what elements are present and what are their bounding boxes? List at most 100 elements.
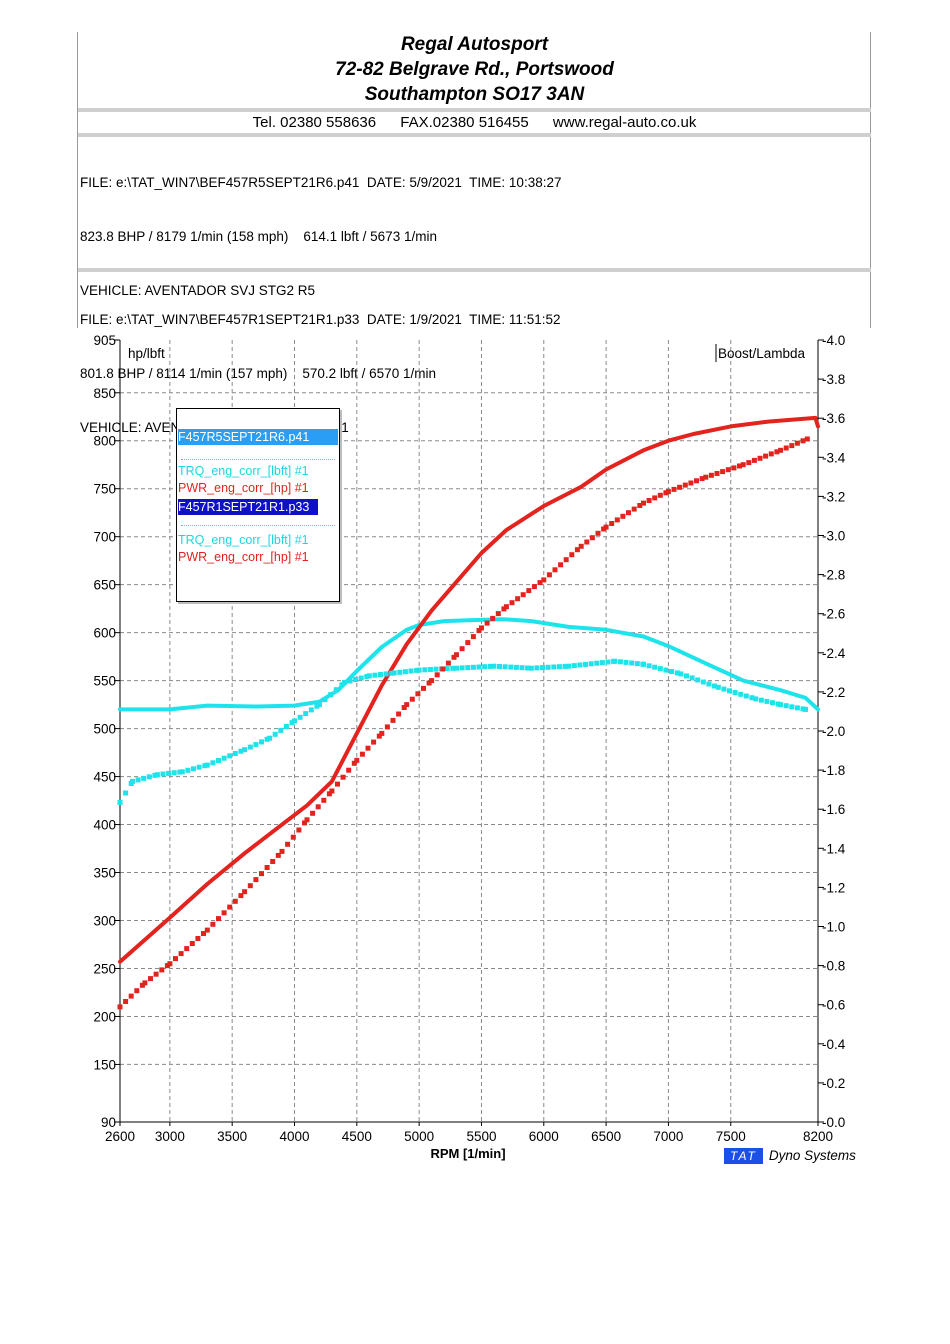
series-torque-run2-point — [583, 661, 588, 667]
series-torque-run2-point — [629, 660, 635, 666]
series-power-run2-point — [270, 859, 276, 864]
series-power-run2-point — [794, 440, 800, 446]
series-torque-run2-point — [267, 735, 273, 741]
series-power-run2-point — [720, 469, 726, 475]
series-torque-run2-point — [476, 664, 482, 670]
y-right-tick-label: -4.0 — [822, 333, 845, 348]
series-torque-run2-point — [721, 686, 727, 692]
y-left-tick-label: 700 — [93, 530, 116, 545]
series-torque-run2-point — [513, 664, 519, 670]
series-power-run2-point — [520, 592, 526, 598]
x-tick-label: 6500 — [591, 1129, 621, 1144]
y-right-tick-label: -3.8 — [822, 372, 845, 387]
series-power-run2-point — [454, 652, 459, 658]
telephone: Tel. 02380 558636 — [252, 114, 377, 131]
series-torque-run2-point — [221, 755, 227, 761]
series-torque-run2-point — [278, 727, 284, 733]
series-power-run2-point — [620, 513, 626, 519]
series-power-run2-point — [346, 767, 352, 773]
series-power-run2-point — [376, 733, 382, 739]
y-left-tick-label: 450 — [93, 770, 116, 785]
series-torque-run2-point — [715, 684, 721, 690]
series-torque-run2-point — [130, 778, 135, 784]
series-power-run2-point — [657, 492, 663, 498]
x-tick-label: 7000 — [653, 1129, 683, 1144]
series-power-run2-point — [637, 503, 643, 508]
series-torque-run2-point — [378, 672, 383, 677]
legend-pwr-run2[interactable]: PWR_eng_corr_[hp] #1 — [178, 550, 309, 564]
series-power-run2-point — [326, 791, 332, 797]
header-left-border — [77, 32, 78, 328]
contact-separator — [78, 133, 871, 137]
series-torque-run2-point — [402, 669, 408, 675]
legend-trq-run1[interactable]: TRQ_eng_corr_[lbft] #1 — [178, 464, 309, 478]
series-power-run2-point — [541, 577, 547, 583]
series-torque-run2-point — [588, 661, 594, 667]
series-torque-run2-point — [706, 681, 712, 687]
series-torque-run2-point — [292, 718, 297, 724]
series-power-run2-point — [279, 848, 285, 854]
series-torque-run2-point — [135, 777, 141, 783]
run1-info: FILE: e:\TAT_WIN7\BEF457R5SEPT21R6.p41 D… — [80, 138, 561, 336]
y-right-tick-label: -0.8 — [822, 959, 845, 974]
series-power-run2-point — [434, 672, 440, 678]
series-power-run2-point — [445, 660, 451, 666]
series-power-run2-point — [531, 584, 537, 590]
series-torque-run2-point — [347, 678, 353, 684]
contact-line: Tel. 02380 558636 FAX.02380 516455 www.r… — [78, 114, 871, 131]
series-power-run2-point — [470, 634, 476, 640]
series-power-run2-point — [227, 904, 233, 910]
run1-file: FILE: e:\TAT_WIN7\BEF457R5SEPT21R6.p41 D… — [80, 175, 562, 190]
series-torque-run2-point — [652, 664, 658, 670]
series-torque-run2-point — [191, 766, 196, 772]
y-right-tick-label: -0.2 — [822, 1076, 845, 1091]
series-torque-run2-point — [577, 662, 583, 668]
series-torque-run2-point — [416, 667, 422, 673]
series-torque-run2-point — [689, 675, 695, 681]
series-power-run2-point — [142, 980, 148, 986]
legend-divider — [181, 459, 335, 460]
series-power-run2-point — [159, 967, 165, 973]
series-power-run2-point — [371, 739, 377, 745]
series-torque-run2-point — [674, 670, 680, 676]
y-left-tick-label: 905 — [93, 333, 116, 348]
legend: F457R5SEPT21R6.p41 TRQ_eng_corr_[lbft] #… — [176, 408, 340, 602]
series-power-run2-point — [329, 788, 335, 794]
y-left-tick-label: 250 — [93, 961, 116, 976]
legend-pwr-run1[interactable]: PWR_eng_corr_[hp] #1 — [178, 481, 309, 495]
legend-file-run1[interactable]: F457R5SEPT21R6.p41 — [178, 429, 338, 445]
series-torque-run2-point — [617, 659, 623, 665]
series-torque-run2-point — [491, 663, 497, 669]
series-power-run2-point — [569, 552, 575, 558]
series-power-run2-point — [221, 910, 227, 916]
series-torque-run2-point — [669, 669, 674, 674]
series-power-run2-point — [484, 620, 490, 626]
series-torque-run2-point — [663, 667, 669, 673]
series-torque-run2-point — [123, 790, 129, 796]
legend-trq-run2[interactable]: TRQ_eng_corr_[lbft] #1 — [178, 533, 309, 547]
series-power-run2-point — [603, 524, 609, 530]
series-power-run2-point — [731, 465, 737, 471]
series-torque-run2-point — [333, 687, 339, 693]
series-power-run2-point — [609, 521, 615, 526]
legend-file-run2[interactable]: F457R1SEPT21R1.p33 — [178, 499, 318, 515]
y-right-axis-title: Boost/Lambda — [718, 346, 806, 361]
series-power-run2-point — [148, 976, 153, 982]
series-power-run2-point — [335, 781, 340, 787]
run-separator — [78, 268, 871, 272]
series-power-run2-point — [365, 745, 371, 751]
series-power-run2-point — [184, 946, 190, 952]
series-torque-run2-point — [465, 665, 471, 671]
y-left-tick-label: 500 — [93, 722, 116, 737]
series-power-run2-point — [421, 685, 426, 691]
series-torque-run2-point — [571, 663, 577, 669]
series-torque-run2-point — [328, 692, 334, 698]
series-torque-run2-point — [204, 762, 210, 768]
x-tick-label: 5000 — [404, 1129, 434, 1144]
series-torque-run2-point — [605, 659, 611, 665]
y-left-tick-label: 400 — [93, 818, 116, 833]
series-power-run2-point — [390, 717, 396, 723]
x-tick-label: 5500 — [466, 1129, 496, 1144]
series-power-run2-point — [167, 961, 173, 967]
series-power-run2-point — [757, 455, 763, 461]
